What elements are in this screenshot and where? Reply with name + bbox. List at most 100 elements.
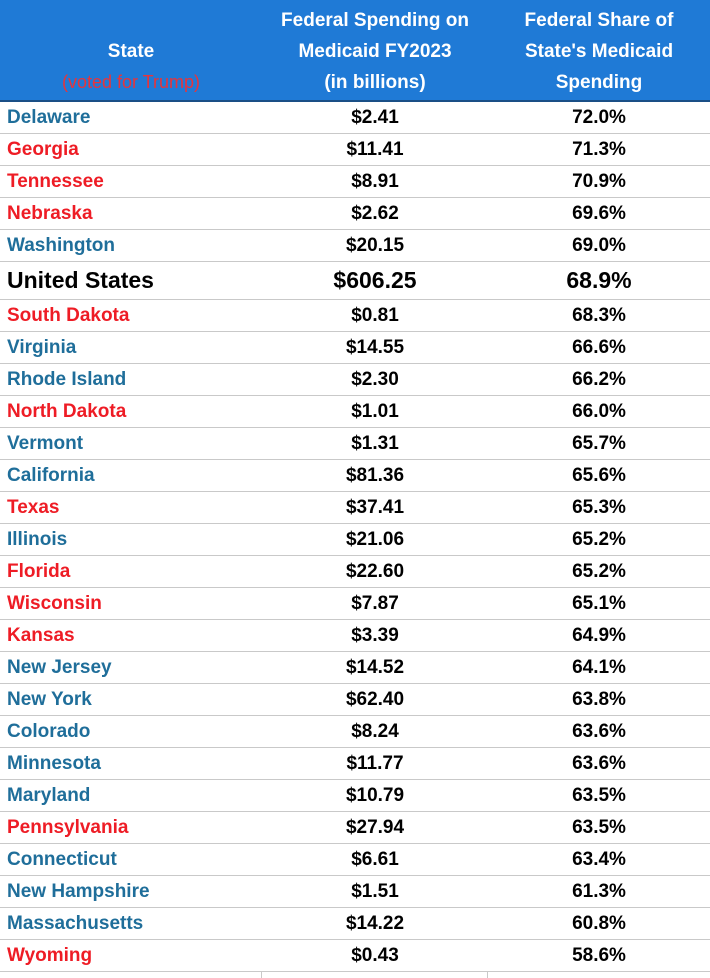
- table-row: Texas $37.41 65.3%: [0, 492, 710, 524]
- share-cell: 63.4%: [572, 848, 626, 870]
- share-cell: 66.6%: [572, 336, 626, 358]
- share-cell: 71.3%: [572, 138, 626, 160]
- table-row: Connecticut $6.61 63.4%: [0, 844, 710, 876]
- share-cell: 65.2%: [572, 560, 626, 582]
- share-cell: 61.3%: [572, 880, 626, 902]
- state-name-cell: Wisconsin: [7, 592, 102, 614]
- share-cell: 70.9%: [572, 170, 626, 192]
- table-row: Illinois $21.06 65.2%: [0, 524, 710, 556]
- state-name-cell: Connecticut: [7, 848, 117, 870]
- spending-cell: $2.30: [351, 368, 399, 390]
- spending-cell: $3.39: [351, 624, 399, 646]
- spending-cell: $1.51: [351, 880, 399, 902]
- share-cell: 58.6%: [572, 944, 626, 966]
- spending-cell: $22.60: [345, 560, 405, 582]
- share-cell: 68.3%: [572, 304, 626, 326]
- table-row: Minnesota $11.77 63.6%: [0, 748, 710, 780]
- spending-header-line: (in billions): [324, 72, 426, 93]
- state-name-cell: Vermont: [7, 432, 84, 454]
- state-name-cell: Washington: [7, 234, 115, 256]
- state-name-cell: Pennsylvania: [7, 816, 129, 838]
- spending-cell: $10.79: [345, 784, 405, 806]
- spending-cell: $14.52: [345, 656, 405, 678]
- table-row: Nebraska $2.62 69.6%: [0, 198, 710, 230]
- table-row: Tennessee $8.91 70.9%: [0, 166, 710, 198]
- footer-cell: [262, 972, 488, 978]
- table-row: California $81.36 65.6%: [0, 460, 710, 492]
- table-row: Wisconsin $7.87 65.1%: [0, 588, 710, 620]
- table-body: Delaware $2.41 72.0% Georgia $11.41 71.3% Tenn…: [0, 102, 710, 972]
- table-row: South Dakota $0.81 68.3%: [0, 300, 710, 332]
- share-cell: 65.6%: [572, 464, 626, 486]
- state-header-label: State: [107, 41, 155, 62]
- state-name-cell: Texas: [7, 496, 60, 518]
- spending-cell: $37.41: [345, 496, 405, 518]
- table-row: Maryland $10.79 63.5%: [0, 780, 710, 812]
- state-name-cell: Maryland: [7, 784, 91, 806]
- share-header-line: Federal Share of: [524, 10, 674, 31]
- table-row: Vermont $1.31 65.7%: [0, 428, 710, 460]
- share-cell: 63.5%: [572, 784, 626, 806]
- share-cell: 68.9%: [566, 267, 632, 293]
- share-cell: 63.6%: [572, 752, 626, 774]
- state-name-cell: Minnesota: [7, 752, 101, 774]
- state-name-cell: Massachusetts: [7, 912, 144, 934]
- state-name-cell: Georgia: [7, 138, 79, 160]
- share-cell: 69.6%: [572, 202, 626, 224]
- state-name-cell: Colorado: [7, 720, 91, 742]
- share-cell: 60.8%: [572, 912, 626, 934]
- spending-header-line: Medicaid FY2023: [298, 41, 452, 62]
- table-row: Rhode Island $2.30 66.2%: [0, 364, 710, 396]
- spending-cell: $11.41: [346, 138, 404, 160]
- spending-cell: $27.94: [345, 816, 405, 838]
- share-cell: 65.2%: [572, 528, 626, 550]
- state-name-cell: South Dakota: [7, 304, 130, 326]
- spending-cell: $62.40: [345, 688, 405, 710]
- state-name-cell: Wyoming: [7, 944, 93, 966]
- table-row: Wyoming $0.43 58.6%: [0, 940, 710, 972]
- spending-cell: $2.41: [351, 106, 399, 128]
- spending-cell: $7.87: [351, 592, 399, 614]
- table-row: Florida $22.60 65.2%: [0, 556, 710, 588]
- state-name-cell: North Dakota: [7, 400, 127, 422]
- footer-cell: [0, 972, 262, 978]
- share-column-header: Federal Share of State's Medicaid Spendi…: [488, 0, 710, 100]
- share-cell: 65.7%: [572, 432, 626, 454]
- share-cell: 72.0%: [572, 106, 626, 128]
- spending-cell: $1.31: [351, 432, 399, 454]
- share-cell: 63.6%: [572, 720, 626, 742]
- spending-header-line: Federal Spending on: [281, 10, 469, 31]
- table-row: Colorado $8.24 63.6%: [0, 716, 710, 748]
- spending-cell: $0.43: [351, 944, 399, 966]
- table-row: Virginia $14.55 66.6%: [0, 332, 710, 364]
- share-header-line: Spending: [555, 72, 643, 93]
- state-name-cell: Rhode Island: [7, 368, 127, 390]
- state-name-cell: Nebraska: [7, 202, 93, 224]
- state-name-cell: Illinois: [7, 528, 68, 550]
- state-name-cell: New Hampshire: [7, 880, 150, 902]
- share-cell: 66.2%: [572, 368, 626, 390]
- spending-cell: $0.81: [351, 304, 399, 326]
- table-row: Delaware $2.41 72.0%: [0, 102, 710, 134]
- footer-cell: [488, 972, 710, 978]
- state-name-cell: Delaware: [7, 106, 91, 128]
- share-header-line: State's Medicaid: [524, 41, 674, 62]
- state-name-cell: Virginia: [7, 336, 77, 358]
- state-name-cell: United States: [7, 267, 154, 293]
- state-name-cell: Kansas: [7, 624, 75, 646]
- state-name-cell: New Jersey: [7, 656, 112, 678]
- share-cell: 63.5%: [572, 816, 626, 838]
- share-cell: 64.1%: [572, 656, 626, 678]
- table-row: New York $62.40 63.8%: [0, 684, 710, 716]
- spending-cell: $6.61: [351, 848, 399, 870]
- share-cell: 64.9%: [572, 624, 626, 646]
- share-cell: 69.0%: [572, 234, 626, 256]
- spending-cell: $2.62: [351, 202, 399, 224]
- table-footer: [0, 972, 710, 978]
- spending-column-header: Federal Spending on Medicaid FY2023 (in …: [262, 0, 488, 100]
- table-header: State (voted for Trump) Federal Spending…: [0, 0, 710, 102]
- table-row: Kansas $3.39 64.9%: [0, 620, 710, 652]
- share-cell: 65.1%: [572, 592, 626, 614]
- trump-legend-note: (voted for Trump): [61, 72, 201, 92]
